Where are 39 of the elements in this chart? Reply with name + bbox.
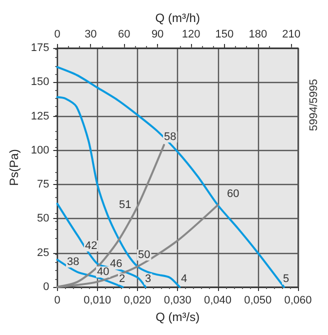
annotation: 58 [164,131,176,143]
x2-tick-label: 30 [84,28,97,40]
x2-tick-label: 150 [215,28,234,40]
annotation: 42 [85,240,98,252]
x-tick-label: 0,040 [204,294,232,306]
y-tick-label: 0 [43,281,50,293]
annotation: 40 [97,266,110,278]
y-tick-label: 25 [37,246,50,259]
text: 5994/5995 [308,79,320,131]
y-tick-label: 50 [37,212,50,225]
x2-tick-label: 180 [248,28,268,40]
x-tick-label: 0,020 [124,294,152,306]
x-tick-label: 0,050 [244,294,272,306]
annotation: 2 [119,273,126,285]
x2-tick-label: 120 [182,28,200,40]
y-axis-title: Ps(Pa) [7,149,21,186]
x2-tick-label: 90 [151,28,164,40]
x2-axis-title: Q (m³/h) [155,11,200,26]
annotation: 46 [110,258,122,270]
annotation: 60 [227,188,240,200]
y-tick-label: 75 [37,178,50,191]
annotation: 5 [283,273,290,285]
y-tick-label: 175 [30,42,50,54]
y-tick-label: 150 [30,76,50,88]
y-tick-label: 125 [30,110,50,122]
x-tick-label: 0,010 [84,294,112,306]
x2-tick-label: 210 [282,28,300,40]
x2-tick-label: 0 [54,28,60,40]
x-axis-title: Q (m³/s) [156,310,200,324]
x-tick-label: 0 [54,294,60,306]
annotation: 51 [119,199,132,211]
annotation: 38 [67,256,80,268]
annotation: 3 [145,273,152,285]
x-tick-label: 0,060 [284,294,312,306]
annotation: 50 [138,249,150,261]
x2-tick-label: 60 [118,28,130,40]
y-tick-label: 100 [30,144,50,156]
annotation: 4 [181,273,188,285]
x-tick-label: 0,030 [164,294,192,306]
